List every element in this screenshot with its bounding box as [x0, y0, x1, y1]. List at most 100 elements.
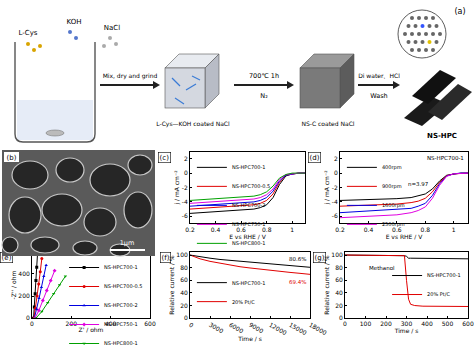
svg-text:2500rpm: 2500rpm	[382, 221, 405, 228]
svg-text:-2: -2	[332, 184, 338, 191]
svg-text:900rpm: 900rpm	[382, 183, 402, 190]
svg-text:-6: -6	[182, 212, 188, 219]
svg-text:400: 400	[421, 320, 433, 327]
svg-text:0.2: 0.2	[335, 226, 345, 233]
svg-text:100: 100	[360, 320, 372, 327]
svg-text:NS-HPC750-1: NS-HPC750-1	[104, 321, 138, 327]
svg-text:Time / s: Time / s	[394, 327, 419, 334]
svg-text:69.4%: 69.4%	[289, 279, 306, 285]
svg-text:NS-HPC: NS-HPC	[427, 132, 457, 140]
svg-text:200: 200	[380, 320, 392, 327]
svg-text:Relative current / %: Relative current / %	[323, 255, 330, 315]
svg-text:(b): (b)	[7, 154, 17, 162]
svg-text:60: 60	[335, 276, 343, 283]
svg-text:NS-HPC700-1: NS-HPC700-1	[104, 264, 138, 270]
svg-text:60: 60	[180, 276, 188, 283]
svg-text:18000: 18000	[308, 321, 328, 337]
svg-text:-4: -4	[332, 198, 338, 205]
svg-text:9000: 9000	[248, 321, 265, 335]
svg-text:0.2: 0.2	[185, 226, 195, 233]
svg-text:(e): (e)	[2, 254, 12, 262]
svg-text:0: 0	[334, 169, 338, 176]
svg-text:0: 0	[339, 314, 343, 321]
svg-text:0: 0	[26, 314, 30, 321]
svg-text:1: 1	[290, 226, 294, 233]
svg-text:400: 400	[18, 270, 30, 277]
svg-text:j / mA cm⁻²: j / mA cm⁻²	[323, 170, 331, 206]
svg-text:12000: 12000	[268, 321, 288, 337]
svg-text:0: 0	[184, 314, 188, 321]
svg-text:NS-HPC800-1: NS-HPC800-1	[232, 240, 266, 246]
svg-text:40: 40	[180, 289, 188, 296]
svg-text:E vs RHE / V: E vs RHE / V	[386, 233, 424, 240]
svg-text:1600rpm: 1600rpm	[382, 202, 405, 209]
svg-text:2: 2	[334, 155, 338, 162]
svg-text:0: 0	[188, 321, 195, 329]
svg-text:0: 0	[30, 320, 34, 327]
svg-text:NS-HPC700-1: NS-HPC700-1	[232, 164, 266, 170]
svg-text:700℃ 1h: 700℃ 1h	[249, 72, 279, 80]
svg-text:E vs RHE / V: E vs RHE / V	[229, 233, 267, 240]
svg-text:6000: 6000	[228, 321, 245, 335]
svg-text:20% Pt/C: 20% Pt/C	[232, 299, 255, 305]
svg-text:600: 600	[18, 248, 30, 255]
svg-text:80: 80	[335, 264, 343, 271]
svg-text:0.8: 0.8	[421, 226, 431, 233]
svg-text:j / mA cm⁻²: j / mA cm⁻²	[173, 170, 181, 206]
svg-text:600: 600	[462, 320, 474, 327]
svg-text:Wash: Wash	[370, 92, 388, 100]
svg-text:NS-HPC700-2: NS-HPC700-2	[232, 202, 266, 208]
svg-text:400rpm: 400rpm	[382, 164, 402, 171]
svg-text:1μm: 1μm	[120, 239, 135, 247]
svg-text:Di water、HCl: Di water、HCl	[358, 72, 400, 79]
svg-text:Mix, dry and grind: Mix, dry and grind	[103, 72, 158, 80]
svg-text:Time / s: Time / s	[237, 335, 262, 342]
svg-text:NS-HPC700-0.5: NS-HPC700-0.5	[104, 283, 142, 289]
svg-text:L-Cys: L-Cys	[19, 29, 38, 37]
svg-text:600: 600	[144, 320, 156, 327]
svg-text:NS-HPC700-2: NS-HPC700-2	[104, 302, 138, 308]
svg-text:Relative current / %: Relative current / %	[168, 255, 175, 315]
svg-text:N₂: N₂	[260, 92, 268, 100]
svg-text:200: 200	[66, 320, 78, 327]
svg-text:NS-HPC800-1: NS-HPC800-1	[104, 340, 138, 346]
svg-text:0.4: 0.4	[211, 226, 221, 233]
svg-text:0: 0	[343, 320, 347, 327]
svg-text:NS-HPC750-1: NS-HPC750-1	[232, 221, 266, 227]
svg-text:1: 1	[452, 226, 456, 233]
svg-text:NS-C coated NaCl: NS-C coated NaCl	[302, 120, 355, 127]
svg-text:80.6%: 80.6%	[289, 256, 306, 262]
svg-text:-4: -4	[182, 198, 188, 205]
svg-text:(f): (f)	[162, 254, 170, 262]
svg-text:40: 40	[335, 289, 343, 296]
svg-text:100: 100	[176, 251, 188, 258]
svg-text:NS-HPC700-1: NS-HPC700-1	[427, 272, 461, 278]
svg-text:NS-HPC700-1: NS-HPC700-1	[427, 155, 464, 161]
svg-text:500: 500	[442, 320, 454, 327]
svg-text:(g): (g)	[315, 254, 325, 262]
svg-text:200: 200	[18, 292, 30, 299]
svg-text:0.4: 0.4	[364, 226, 374, 233]
svg-text:80: 80	[180, 264, 188, 271]
svg-text:20% Pt/C: 20% Pt/C	[427, 291, 450, 297]
svg-text:20: 20	[180, 302, 188, 309]
svg-text:-2: -2	[182, 184, 188, 191]
svg-text:(c): (c)	[160, 154, 170, 162]
svg-text:Methanol: Methanol	[369, 265, 395, 271]
svg-text:NS-HPC700-1: NS-HPC700-1	[232, 280, 266, 286]
svg-text:Z' / ohm: Z' / ohm	[79, 326, 104, 333]
svg-text:n=3.97: n=3.97	[408, 181, 429, 187]
svg-text:300: 300	[401, 320, 413, 327]
svg-text:-6: -6	[332, 212, 338, 219]
svg-text:(d): (d)	[310, 154, 320, 162]
svg-text:0: 0	[184, 169, 188, 176]
svg-text:(a): (a)	[454, 7, 465, 16]
svg-text:L-Cys—KOH coated NaCl: L-Cys—KOH coated NaCl	[156, 120, 230, 128]
svg-text:KOH: KOH	[67, 18, 82, 26]
svg-text:15000: 15000	[288, 321, 308, 337]
svg-text:-Z'' / ohm: -Z'' / ohm	[10, 271, 17, 300]
svg-text:NaCl: NaCl	[104, 24, 120, 32]
svg-text:3000: 3000	[208, 321, 225, 335]
svg-text:NS-HPC700-0.5: NS-HPC700-0.5	[232, 183, 270, 189]
svg-text:20: 20	[335, 302, 343, 309]
